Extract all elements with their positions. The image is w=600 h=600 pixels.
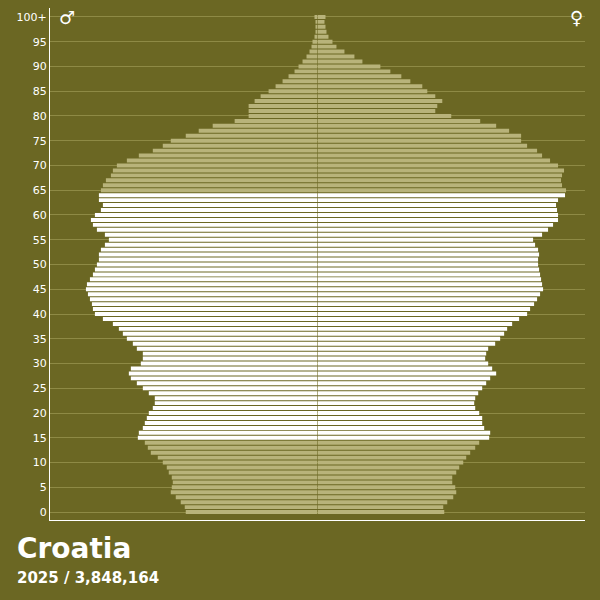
svg-text:70: 70 [33, 159, 47, 172]
svg-text:65: 65 [33, 184, 47, 197]
svg-text:95: 95 [33, 36, 47, 49]
svg-text:45: 45 [33, 283, 47, 296]
svg-text:55: 55 [33, 234, 47, 247]
svg-text:25: 25 [33, 382, 47, 395]
svg-text:0: 0 [40, 506, 47, 519]
svg-text:75: 75 [33, 135, 47, 148]
svg-text:10: 10 [33, 456, 47, 469]
svg-text:35: 35 [33, 333, 47, 346]
svg-text:90: 90 [33, 60, 47, 73]
svg-text:15: 15 [33, 432, 47, 445]
svg-text:♂: ♂ [59, 7, 75, 28]
svg-text:85: 85 [33, 85, 47, 98]
svg-text:♀: ♀ [570, 7, 583, 28]
svg-text:Croatia: Croatia [17, 532, 131, 565]
svg-text:60: 60 [33, 209, 47, 222]
svg-text:20: 20 [33, 407, 47, 420]
svg-text:80: 80 [33, 110, 47, 123]
svg-text:5: 5 [40, 481, 47, 494]
svg-text:50: 50 [33, 258, 47, 271]
svg-text:40: 40 [33, 308, 47, 321]
svg-text:30: 30 [33, 357, 47, 370]
svg-text:2025 / 3,848,164: 2025 / 3,848,164 [17, 569, 159, 587]
svg-text:100+: 100+ [17, 11, 47, 24]
